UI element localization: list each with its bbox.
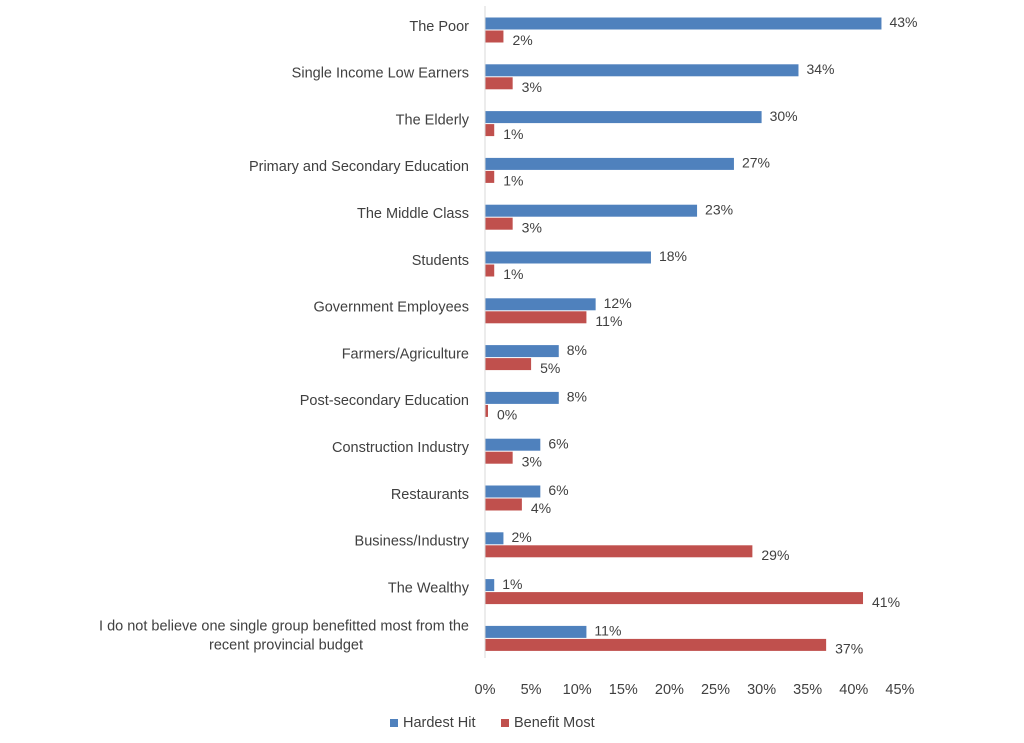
bar-benefit-most xyxy=(485,592,864,605)
labels-layer: 43% 2% The Poor 34% 3% Single Income Low Earn… xyxy=(99,14,917,656)
bar-hardest-hit xyxy=(485,345,559,358)
bar-benefit-most xyxy=(485,30,504,43)
data-label-benefit-most: 37% xyxy=(835,641,863,657)
data-label-benefit-most: 41% xyxy=(872,594,900,610)
category-label: Primary and Secondary Education xyxy=(249,159,469,175)
bar-hardest-hit xyxy=(485,17,882,30)
data-label-hardest-hit: 34% xyxy=(806,61,834,77)
data-label-hardest-hit: 8% xyxy=(567,389,587,405)
data-label-benefit-most: 11% xyxy=(595,313,622,329)
bar-benefit-most xyxy=(485,264,495,277)
bar-hardest-hit xyxy=(485,298,596,311)
data-label-benefit-most: 3% xyxy=(522,79,542,95)
data-label-hardest-hit: 2% xyxy=(511,529,531,545)
bar-benefit-most xyxy=(485,170,495,183)
bar-benefit-most xyxy=(485,404,488,417)
bar-hardest-hit xyxy=(485,391,559,404)
category-label-line: I do not believe one single group benefi… xyxy=(99,619,469,635)
bar-hardest-hit xyxy=(485,111,762,124)
x-tick-label: 45% xyxy=(885,682,914,698)
bar-hardest-hit xyxy=(485,438,541,451)
data-label-benefit-most: 4% xyxy=(531,500,551,516)
data-label-hardest-hit: 6% xyxy=(548,482,568,498)
data-label-benefit-most: 29% xyxy=(761,547,789,563)
x-tick-label: 40% xyxy=(839,682,868,698)
data-label-benefit-most: 1% xyxy=(503,173,523,189)
category-label: The Elderly xyxy=(396,112,470,128)
data-label-hardest-hit: 1% xyxy=(502,576,522,592)
category-label: Construction Industry xyxy=(332,440,470,456)
bar-hardest-hit xyxy=(485,251,651,264)
category-label: The Wealthy xyxy=(388,580,470,596)
category-label-line: recent provincial budget xyxy=(209,638,363,654)
legend-swatch xyxy=(390,719,398,727)
bar-benefit-most xyxy=(485,217,513,230)
data-label-hardest-hit: 12% xyxy=(604,295,632,311)
category-label: The Poor xyxy=(409,19,469,35)
bar-hardest-hit xyxy=(485,485,541,498)
data-label-hardest-hit: 23% xyxy=(705,201,733,217)
data-label-hardest-hit: 8% xyxy=(567,342,587,358)
category-label: Post-secondary Education xyxy=(300,393,469,409)
category-label: The Middle Class xyxy=(357,206,469,222)
x-tick-label: 0% xyxy=(475,682,496,698)
x-tick-label: 35% xyxy=(793,682,822,698)
bar-hardest-hit xyxy=(485,625,587,638)
category-label: I do not believe one single group benefi… xyxy=(99,619,469,654)
data-label-benefit-most: 5% xyxy=(540,360,560,376)
bar-benefit-most xyxy=(485,358,532,371)
x-tick-label: 15% xyxy=(609,682,638,698)
data-label-hardest-hit: 18% xyxy=(659,248,687,264)
bar-hardest-hit xyxy=(485,64,799,77)
category-label: Single Income Low Earners xyxy=(292,66,469,82)
bar-hardest-hit xyxy=(485,157,734,170)
category-label: Business/Industry xyxy=(355,534,470,550)
x-tick-label: 20% xyxy=(655,682,684,698)
category-label: Students xyxy=(412,253,469,269)
x-tick-label: 30% xyxy=(747,682,776,698)
bar-hardest-hit xyxy=(485,579,495,592)
bar-benefit-most xyxy=(485,124,495,137)
category-label: Farmers/Agriculture xyxy=(342,346,469,362)
legend: Hardest Hit Benefit Most xyxy=(390,715,595,731)
bar-benefit-most xyxy=(485,498,522,511)
axis-layer: 0% 5% 10% 15% 20% 25% 30% 35% 40% 45% xyxy=(475,6,915,698)
data-label-hardest-hit: 30% xyxy=(770,108,798,124)
bar-benefit-most xyxy=(485,638,827,651)
bars-layer xyxy=(485,17,882,651)
category-label: Restaurants xyxy=(391,487,469,503)
data-label-benefit-most: 1% xyxy=(503,266,523,282)
data-label-benefit-most: 2% xyxy=(512,32,532,48)
bar-benefit-most xyxy=(485,451,513,464)
data-label-hardest-hit: 27% xyxy=(742,155,770,171)
legend-swatch xyxy=(501,719,509,727)
bar-benefit-most xyxy=(485,77,513,90)
bar-hardest-hit xyxy=(485,532,504,545)
data-label-hardest-hit: 43% xyxy=(889,14,917,30)
bar-benefit-most xyxy=(485,311,587,324)
bar-benefit-most xyxy=(485,545,753,558)
data-label-hardest-hit: 11% xyxy=(594,623,621,639)
data-label-benefit-most: 0% xyxy=(497,407,517,423)
category-label: Government Employees xyxy=(313,300,469,316)
x-tick-label: 25% xyxy=(701,682,730,698)
data-label-benefit-most: 3% xyxy=(522,219,542,235)
x-tick-label: 5% xyxy=(521,682,542,698)
data-label-hardest-hit: 6% xyxy=(548,435,568,451)
legend-label: Hardest Hit xyxy=(403,715,476,731)
x-tick-label: 10% xyxy=(563,682,592,698)
data-label-benefit-most: 1% xyxy=(503,126,523,142)
data-label-benefit-most: 3% xyxy=(522,453,542,469)
bar-hardest-hit xyxy=(485,204,698,217)
legend-label: Benefit Most xyxy=(514,715,595,731)
